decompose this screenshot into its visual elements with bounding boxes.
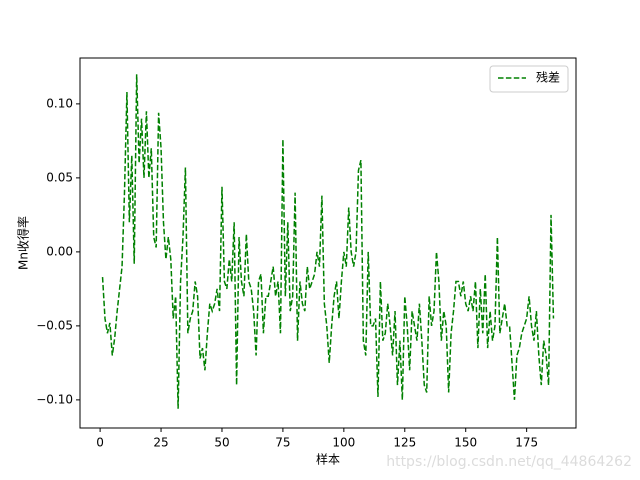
x-tick-label: 75: [275, 436, 290, 450]
x-tick-label: 100: [332, 436, 355, 450]
y-tick-label: −0.10: [36, 392, 73, 406]
y-tick-label: 0.10: [46, 96, 73, 110]
line-series: [101, 74, 555, 409]
legend-label: 残差: [536, 71, 560, 85]
y-tick-label: 0.05: [46, 170, 73, 184]
x-axis-label: 样本: [316, 452, 340, 467]
x-tick-label: 0: [96, 436, 104, 450]
y-tick-label: −0.05: [36, 318, 73, 332]
x-tick-label: 25: [153, 436, 168, 450]
x-tick-label: 175: [515, 436, 538, 450]
watermark: https://blog.csdn.net/qq_44864262: [386, 454, 632, 470]
legend-box: [489, 65, 569, 93]
plot-frame: [79, 57, 577, 429]
y-axis-label: Mn收得率: [16, 216, 31, 270]
y-tick-label: 0.00: [46, 244, 73, 258]
x-tick-label: 125: [393, 436, 416, 450]
x-tick-label: 150: [454, 436, 477, 450]
x-tick-label: 50: [214, 436, 229, 450]
